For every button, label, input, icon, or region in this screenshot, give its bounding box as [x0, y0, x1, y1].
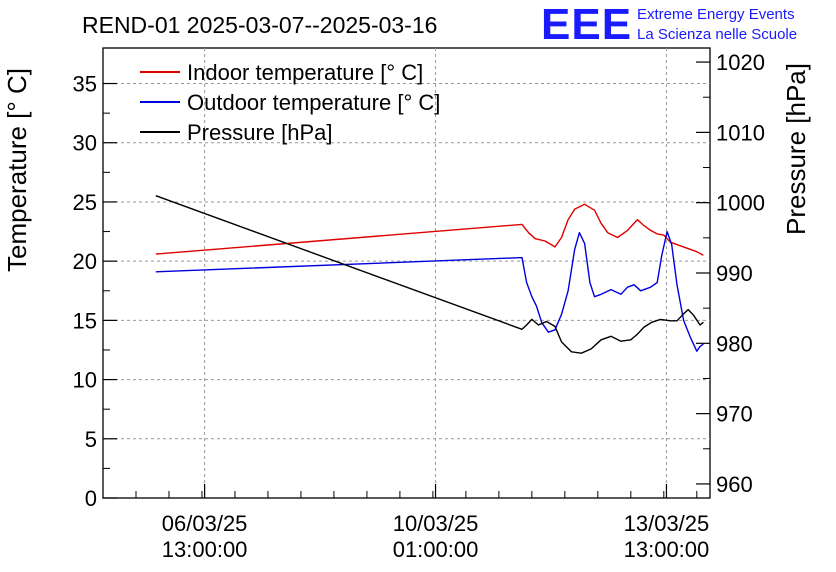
eee-logo-text: EEE: [541, 0, 632, 49]
y-tick-label: 30: [73, 131, 97, 156]
legend-label-pressure: Pressure [hPa]: [187, 120, 333, 145]
y2-tick-label: 970: [716, 402, 753, 427]
y-axis-label: Temperature [° C]: [2, 68, 32, 272]
chart-title: REND-01 2025-03-07--2025-03-16: [82, 12, 437, 38]
y-tick-label: 5: [85, 427, 97, 452]
logo-subtitle-line2: La Scienza nelle Scuole: [637, 26, 797, 43]
indoor-temperature-line: [155, 203, 704, 256]
x-tick-label-time: 13:00:00: [624, 537, 710, 562]
legend: Indoor temperature [° C] Outdoor tempera…: [140, 60, 440, 145]
legend-label-indoor: Indoor temperature [° C]: [187, 60, 423, 85]
pressure-line: [155, 195, 704, 354]
y-tick-label: 35: [73, 72, 97, 97]
x-tick-label-date: 10/03/25: [393, 511, 479, 536]
y2-tick-label: 1020: [716, 50, 765, 75]
y2-tick-label: 990: [716, 261, 753, 286]
y2-tick-label: 1000: [716, 191, 765, 216]
axis-ticks: 0 5 10 15 20 25 30 35 960 970 980 990 1000 1010 1020 06…: [73, 50, 765, 562]
y2-tick-label: 1010: [716, 120, 765, 145]
y2-tick-label: 960: [716, 472, 753, 497]
x-tick-label-date: 06/03/25: [162, 511, 248, 536]
legend-label-outdoor: Outdoor temperature [° C]: [187, 90, 440, 115]
outdoor-temperature-line: [155, 230, 704, 352]
y2-axis-label: Pressure [hPa]: [781, 63, 811, 235]
y-tick-label: 10: [73, 368, 97, 393]
logo-subtitle-line1: Extreme Energy Events: [637, 6, 795, 23]
series-lines: [155, 195, 704, 354]
plot-frame: [102, 47, 711, 499]
y-tick-label: 0: [85, 486, 97, 511]
y-tick-label: 20: [73, 249, 97, 274]
x-tick-label-time: 01:00:00: [393, 537, 479, 562]
grid: [103, 48, 710, 498]
x-tick-label-time: 13:00:00: [162, 537, 248, 562]
y-tick-label: 15: [73, 308, 97, 333]
y2-tick-label: 980: [716, 331, 753, 356]
y-tick-label: 25: [73, 190, 97, 215]
x-tick-label-date: 13/03/25: [624, 511, 710, 536]
